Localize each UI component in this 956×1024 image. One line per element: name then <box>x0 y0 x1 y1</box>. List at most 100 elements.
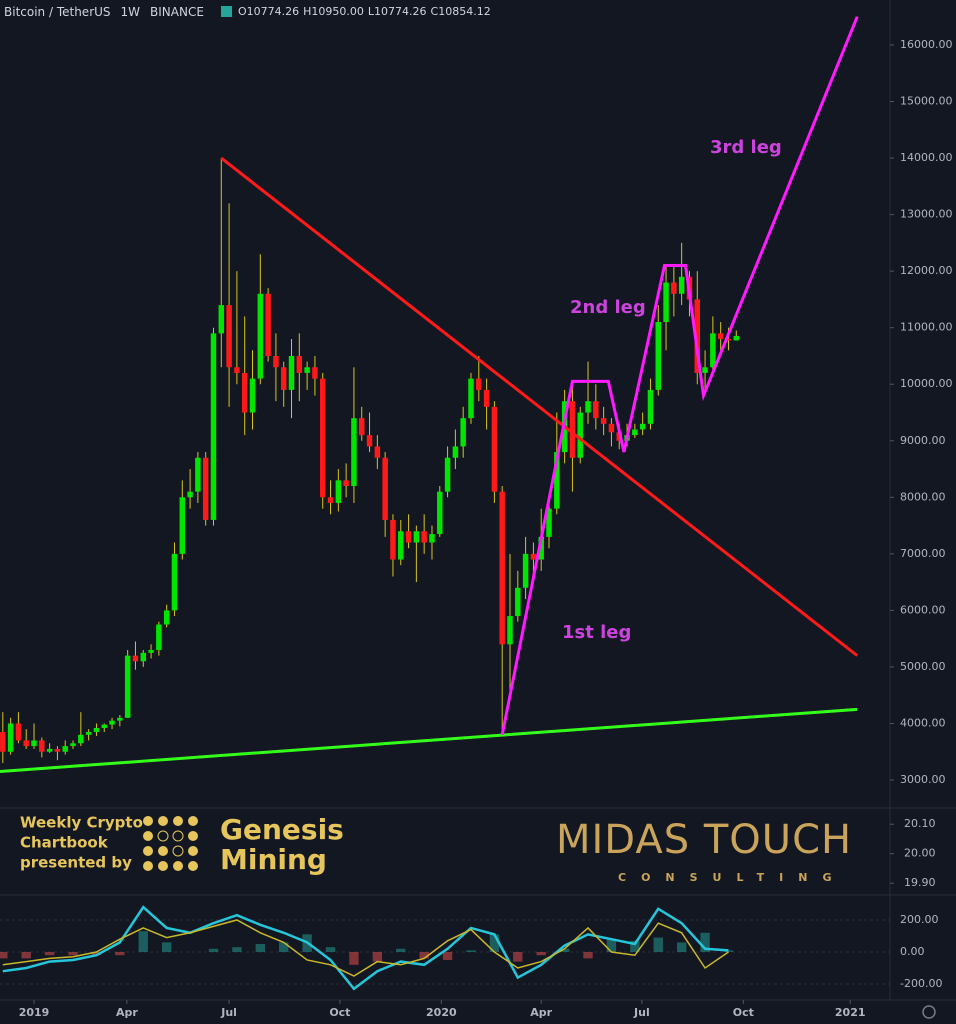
candle-body <box>343 480 349 487</box>
histogram-bar <box>325 947 336 952</box>
trend-line <box>0 707 858 774</box>
candle-body <box>476 378 482 390</box>
candle-body <box>234 367 240 373</box>
candle-body <box>109 720 115 725</box>
candle-body <box>249 378 256 413</box>
candle-body <box>124 655 131 718</box>
candle-body <box>78 734 84 744</box>
candle-body <box>117 717 123 721</box>
x-tick-label: Apr <box>116 1006 138 1019</box>
candle-body <box>499 491 505 645</box>
annotation: 3rd leg <box>710 137 782 158</box>
candle-body <box>608 423 615 433</box>
candle-body <box>39 740 45 752</box>
candle-body <box>195 457 201 492</box>
candle-body <box>0 731 6 752</box>
y-tick-label: 20.00 <box>904 847 936 860</box>
candle-body <box>70 743 76 747</box>
chartbook-logo: Weekly Crypto Chartbook presented by <box>20 814 143 872</box>
candle-body <box>187 491 193 498</box>
candle-body <box>280 367 287 390</box>
annotation: 1st leg <box>562 622 631 643</box>
candle-body <box>398 531 404 560</box>
x-tick-label: Apr <box>530 1006 552 1019</box>
candle-body <box>460 418 466 447</box>
histogram-bar <box>44 951 55 956</box>
candle-body <box>54 748 61 752</box>
candle-body <box>7 723 14 752</box>
y-tick-label: -200.00 <box>900 977 942 990</box>
histogram-bar <box>676 942 687 952</box>
y-tick-label: 9000.00 <box>900 434 946 447</box>
histogram-bar <box>630 940 640 952</box>
candle-body <box>413 531 420 543</box>
candle-body <box>327 497 334 503</box>
brand-name: MIDAS TOUCH <box>556 817 852 863</box>
histogram-bar <box>115 951 125 956</box>
candle-body <box>156 624 162 650</box>
trend-line <box>500 16 859 736</box>
candle-body <box>23 740 29 747</box>
candle-body <box>694 299 700 373</box>
x-tick-label: Oct <box>329 1006 350 1019</box>
candle-body <box>366 435 373 447</box>
candle-body <box>593 401 599 419</box>
candle-body <box>421 531 427 543</box>
histogram-bar <box>232 947 242 952</box>
candle-body <box>725 339 732 341</box>
x-tick-label: Oct <box>733 1006 754 1019</box>
histogram-bar <box>372 951 383 962</box>
x-tick-label: 2020 <box>426 1006 457 1019</box>
candle-body <box>437 491 443 535</box>
plot: 3000.00 4000.00 5000.00 6000.00 7000.00 8000.… <box>0 16 953 1019</box>
histogram-bar <box>466 950 476 952</box>
candle-body <box>148 649 154 653</box>
candle-body <box>335 480 342 503</box>
histogram-bar <box>91 951 102 956</box>
candle-body <box>647 389 654 424</box>
candle-body <box>140 652 146 662</box>
sponsor-name: Genesis <box>220 813 344 846</box>
candle-body <box>390 519 396 560</box>
x-tick-label: Jul <box>220 1006 237 1019</box>
histogram-bar <box>723 950 734 952</box>
candle-body <box>632 429 638 436</box>
candle-body <box>273 355 279 368</box>
candle-body <box>733 335 740 341</box>
y-tick-label: 12000.00 <box>900 264 953 277</box>
candle-body <box>46 748 53 752</box>
candle-body <box>265 293 271 356</box>
candle-body <box>538 536 544 560</box>
genesis-icon <box>143 816 198 871</box>
histogram-bar <box>0 951 8 959</box>
candle-body <box>210 333 217 520</box>
candle-body <box>405 531 412 543</box>
logo-text: presented by <box>20 854 132 872</box>
y-tick-label: 200.00 <box>900 913 939 926</box>
candle-body <box>85 731 92 735</box>
candle-body <box>546 508 552 537</box>
visibility-toggle[interactable] <box>221 6 232 17</box>
candle-body <box>179 497 186 554</box>
candle-body <box>491 406 498 492</box>
candle-body <box>452 446 459 458</box>
candle-body <box>717 333 724 340</box>
logo-text: Weekly Crypto <box>20 814 143 832</box>
histogram-bar <box>419 951 429 959</box>
candle-body <box>444 457 451 492</box>
x-tick-label: 2021 <box>835 1006 866 1019</box>
y-tick-label: 16000.00 <box>900 38 953 51</box>
histogram-bar <box>653 937 663 952</box>
candle-body <box>515 587 521 617</box>
settings-icon[interactable] <box>922 1005 936 1019</box>
histogram-bar <box>396 948 406 952</box>
histogram-bar <box>700 932 710 952</box>
logo-text: Chartbook <box>20 834 109 852</box>
candle-body <box>93 727 100 732</box>
candle-body <box>226 305 232 368</box>
candle-body <box>62 746 68 752</box>
histogram-bar <box>68 951 78 956</box>
header: Bitcoin / TetherUS 1W BINANCE <box>4 5 204 19</box>
candle-body <box>483 389 490 407</box>
